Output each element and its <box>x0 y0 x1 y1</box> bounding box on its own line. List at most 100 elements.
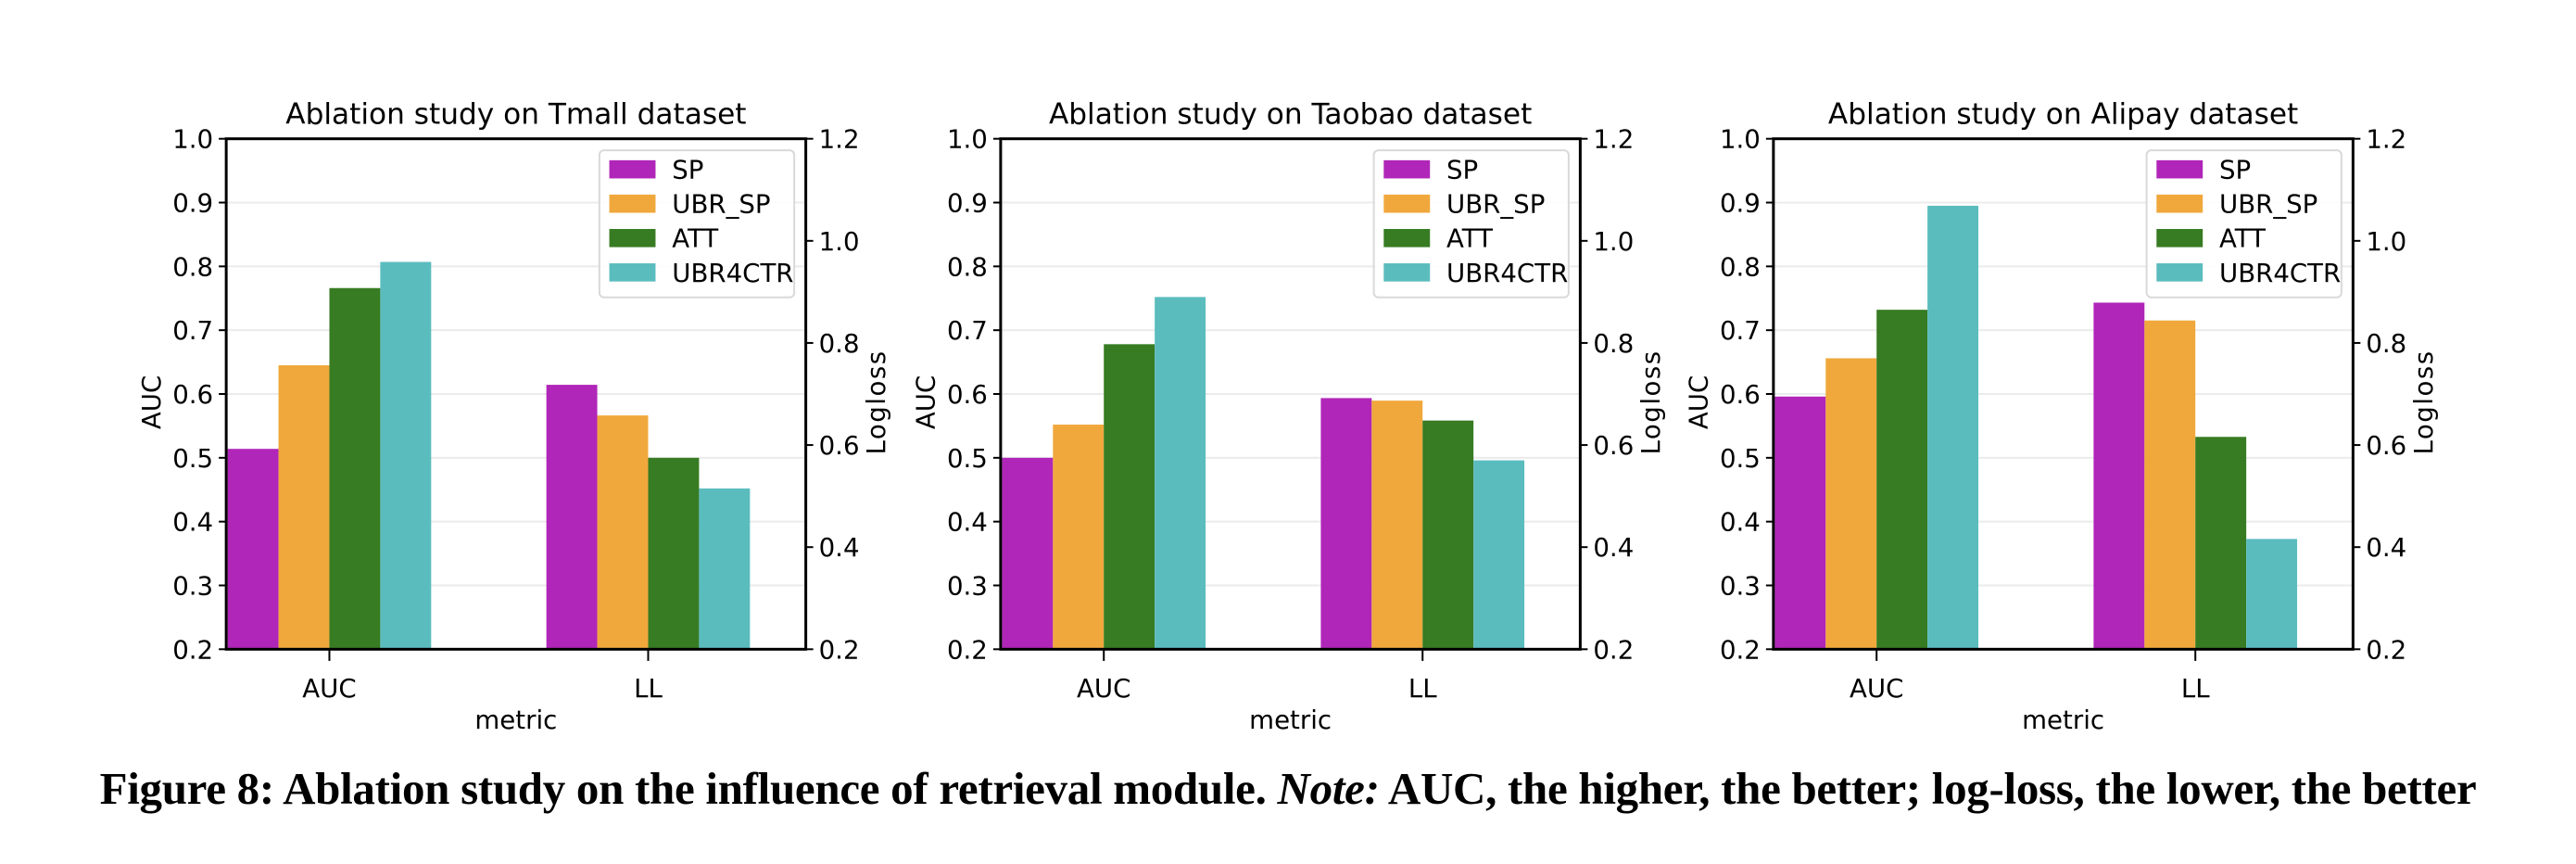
y-right-tick-label: 0.2 <box>819 634 860 665</box>
chart-title: Ablation study on Alipay dataset <box>1828 98 2298 132</box>
y-tick-label: 0.3 <box>172 570 213 601</box>
legend-label-att: ATT <box>672 223 718 254</box>
y-tick-label: 0.7 <box>947 315 988 346</box>
y-right-tick-label: 0.6 <box>1593 430 1634 461</box>
bar-ubr4ctr-auc <box>380 261 432 650</box>
legend-swatch-sp <box>1383 159 1431 179</box>
x-tick-label: LL <box>634 673 663 704</box>
legend-swatch-att <box>2156 228 2203 248</box>
bar-ubr_sp-auc <box>1053 425 1105 650</box>
y-tick-label: 0.7 <box>172 315 213 346</box>
figure-caption: Figure 8: Ablation study on the influenc… <box>0 762 2576 815</box>
y-tick-label: 1.0 <box>172 124 213 155</box>
bar-sp-ll <box>2093 302 2145 650</box>
y-right-axis-label: Logloss <box>861 349 891 454</box>
legend-swatch-sp <box>2156 159 2203 179</box>
legend-swatch-ubr4ctr <box>609 263 656 282</box>
y-tick-label: 0.2 <box>947 634 988 665</box>
y-right-tick-label: 1.0 <box>2366 226 2406 257</box>
bar-ubr4ctr-auc <box>1927 205 1979 650</box>
legend-label-att: ATT <box>1446 223 1493 254</box>
x-tick-label: AUC <box>302 673 356 704</box>
y-tick-label: 0.5 <box>172 443 213 474</box>
y-right-tick-label: 1.2 <box>819 124 860 155</box>
legend-swatch-att <box>609 228 656 248</box>
y-axis-label: AUC <box>911 375 941 429</box>
bar-ubr_sp-auc <box>278 365 330 650</box>
x-tick-label: LL <box>2181 673 2210 704</box>
y-tick-label: 0.8 <box>1720 251 1761 282</box>
legend-swatch-ubr_sp <box>1383 194 1431 213</box>
legend-label-ubr4ctr: UBR4CTR <box>672 258 793 288</box>
y-right-tick-label: 1.2 <box>1593 124 1634 155</box>
bar-att-auc <box>1876 310 1928 650</box>
caption-note-label: Note: <box>1277 763 1380 814</box>
bar-ubr4ctr-auc <box>1155 297 1206 650</box>
legend-swatch-ubr4ctr <box>1383 263 1431 282</box>
legend-box <box>598 149 796 299</box>
legend-label-sp: SP <box>2219 155 2251 185</box>
x-axis-label: metric <box>1249 705 1332 735</box>
bar-ubr_sp-ll <box>597 415 649 650</box>
legend-swatch-sp <box>609 159 656 179</box>
legend-box <box>1372 149 1570 299</box>
bar-att-ll <box>1422 420 1474 650</box>
y-right-tick-label: 0.6 <box>819 430 860 461</box>
legend-label-ubr_sp: UBR_SP <box>2219 189 2317 220</box>
bar-ubr4ctr-ll <box>699 488 751 650</box>
x-tick-label: AUC <box>1077 673 1130 704</box>
y-right-axis-label: Logloss <box>1635 349 1666 454</box>
bar-ubr_sp-ll <box>1371 400 1423 650</box>
y-tick-label: 0.8 <box>947 251 988 282</box>
y-tick-label: 0.5 <box>1720 443 1761 474</box>
y-tick-label: 0.9 <box>172 187 213 218</box>
y-right-tick-label: 0.8 <box>819 328 860 359</box>
y-right-tick-label: 0.8 <box>2366 328 2406 359</box>
chart-panel-0: AUC LL 0.2 0.3 0.4 0.5 0.6 0.7 0.8 0.9 1.0 0.2 0.4 0.… <box>136 98 891 735</box>
y-right-tick-label: 0.2 <box>1593 634 1634 665</box>
bar-sp-ll <box>1320 398 1372 650</box>
legend-label-ubr_sp: UBR_SP <box>672 189 770 220</box>
x-axis-label: metric <box>474 705 557 735</box>
y-right-tick-label: 1.2 <box>2366 124 2406 155</box>
y-tick-label: 0.2 <box>1720 634 1761 665</box>
y-right-tick-label: 0.6 <box>2366 430 2406 461</box>
legend-label-ubr4ctr: UBR4CTR <box>2219 258 2341 288</box>
legend-label-ubr4ctr: UBR4CTR <box>1446 258 1568 288</box>
legend-swatch-ubr4ctr <box>2156 263 2203 282</box>
bar-att-ll <box>648 457 700 650</box>
legend-box <box>2145 149 2342 299</box>
y-right-axis-label: Logloss <box>2408 349 2439 454</box>
y-right-tick-label: 0.2 <box>2366 634 2406 665</box>
chart-panel-1: AUC LL 0.2 0.3 0.4 0.5 0.6 0.7 0.8 0.9 1.0 0.2 0.4 0.… <box>911 98 1666 735</box>
y-tick-label: 0.2 <box>172 634 213 665</box>
legend-label-ubr_sp: UBR_SP <box>1446 189 1545 220</box>
bar-ubr_sp-auc <box>1825 358 1877 650</box>
y-tick-label: 0.3 <box>1720 570 1761 601</box>
y-right-tick-label: 1.0 <box>1593 226 1634 257</box>
y-right-tick-label: 0.4 <box>2366 532 2406 563</box>
legend-swatch-ubr_sp <box>609 194 656 213</box>
bar-sp-ll <box>546 385 598 650</box>
bar-att-auc <box>1104 344 1155 650</box>
y-tick-label: 0.8 <box>172 251 213 282</box>
y-tick-label: 0.3 <box>947 570 988 601</box>
legend-swatch-ubr_sp <box>2156 194 2203 213</box>
y-tick-label: 1.0 <box>1720 124 1761 155</box>
y-tick-label: 0.4 <box>947 507 988 538</box>
caption-prefix: Figure 8: Ablation study on the influenc… <box>99 763 1267 814</box>
y-tick-label: 0.9 <box>947 187 988 218</box>
chart-panel-2: AUC LL 0.2 0.3 0.4 0.5 0.6 0.7 0.8 0.9 1.0 0.2 0.4 0.… <box>1684 98 2439 735</box>
y-tick-label: 0.7 <box>1720 315 1761 346</box>
y-tick-label: 0.5 <box>947 443 988 474</box>
bar-ubr_sp-ll <box>2144 320 2196 650</box>
y-right-tick-label: 0.4 <box>1593 532 1634 563</box>
y-right-tick-label: 0.4 <box>819 532 860 563</box>
y-tick-label: 0.9 <box>1720 187 1761 218</box>
y-tick-label: 1.0 <box>947 124 988 155</box>
x-tick-label: LL <box>1408 673 1437 704</box>
y-axis-label: AUC <box>1684 375 1714 429</box>
